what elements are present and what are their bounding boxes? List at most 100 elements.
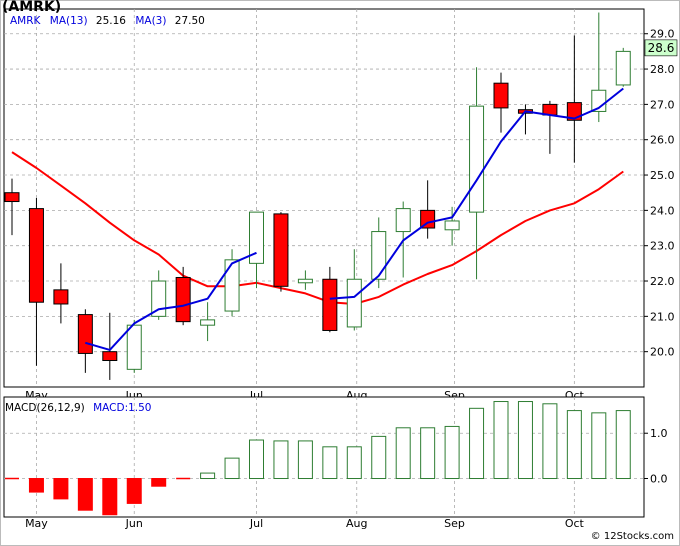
candle-body: [249, 211, 264, 264]
price-y-tick-label: 27.0: [650, 98, 675, 111]
price-y-axis: 20.0 21.0 22.0 23.0 24.0 25.0 26.0 27.0 28.0 29.0: [644, 28, 675, 359]
candle-up: [224, 249, 240, 317]
macd-bar: [395, 427, 411, 480]
macd-bar: [420, 427, 436, 480]
candle-body: [469, 105, 485, 213]
macd-bar: [517, 401, 533, 480]
macd-bar: [615, 410, 631, 480]
candle-body: [322, 278, 338, 331]
price-y-tick-label: 24.0: [650, 204, 675, 217]
last-price-label: 28.6: [648, 41, 675, 55]
legend-ma13-value: 25.16: [95, 15, 126, 27]
price-y-tick-label: 21.0: [650, 310, 675, 323]
macd-bar: [53, 478, 69, 500]
candle-body: [493, 82, 509, 109]
candle-up: [346, 249, 362, 331]
candle-body: [395, 208, 411, 233]
candle-body: [4, 192, 20, 203]
macd-bar: [249, 439, 264, 480]
candle-up: [615, 47, 631, 87]
macd-y-tick-label: 0.0: [650, 473, 668, 486]
candle-up: [126, 319, 142, 373]
macd-x-tick-label: Jun: [125, 517, 143, 530]
price-y-tick-label: 22.0: [650, 275, 675, 288]
price-legend: AMRK MA(13) 25.16 MA(3) 27.50: [10, 15, 205, 27]
macd-panel: 0.0 1.0 May Jun Jul Aug Sep Oct: [3, 396, 668, 530]
candle-down: [28, 198, 44, 366]
macd-bar: [346, 446, 362, 480]
candle-body: [200, 319, 216, 326]
candle-body: [444, 220, 460, 231]
macd-bars: [5, 401, 631, 516]
macd-x-tick-label: Aug: [346, 517, 367, 530]
price-y-tick-label: 26.0: [650, 134, 675, 147]
candle-body: [102, 351, 118, 362]
candle-body: [566, 102, 582, 121]
candle-down: [566, 35, 582, 163]
candle-body: [346, 278, 362, 328]
legend-ma3-label: MA(3): [135, 15, 167, 27]
ma13-path: [11, 151, 624, 305]
price-y-tick-label: 23.0: [650, 240, 675, 253]
ma3-path: [85, 87, 624, 351]
watermark: © 12Stocks.com: [590, 531, 674, 542]
candle-up: [249, 211, 264, 289]
legend-ma13-label: MA(13): [49, 15, 88, 27]
price-panel: 20.0 21.0 22.0 23.0 24.0 25.0 26.0 27.0 28.0 29.0…: [3, 8, 678, 402]
macd-x-axis: May Jun Jul Aug Sep Oct: [25, 517, 584, 530]
price-y-tick-label: 29.0: [650, 28, 675, 41]
macd-bar: [591, 412, 607, 480]
macd-x-tick-label: Jul: [249, 517, 263, 530]
ticker-title: (AMRK): [2, 0, 62, 15]
macd-legend: MACD(26,12,9) MACD:1.50: [5, 402, 152, 414]
candle-up: [444, 206, 460, 246]
macd-x-tick-label: Sep: [444, 517, 465, 530]
macd-x-tick-label: May: [25, 517, 48, 530]
candle-down: [322, 266, 338, 333]
candle-body: [273, 213, 289, 287]
candle-down: [493, 72, 509, 133]
price-y-tick-label: 28.0: [650, 63, 675, 76]
last-price-marker: 28.6: [644, 39, 678, 57]
candle-down: [102, 312, 118, 380]
macd-bar: [566, 410, 582, 480]
macd-legend-label: MACD(26,12,9): [5, 402, 85, 414]
candle-down: [4, 178, 20, 236]
candle-body: [297, 278, 313, 284]
macd-bar: [28, 478, 44, 493]
candle-body: [126, 324, 142, 370]
macd-bar: [322, 446, 338, 480]
macd-bar: [542, 403, 558, 480]
candle-up: [297, 270, 313, 290]
price-y-tick-label: 20.0: [650, 346, 675, 359]
candle-up: [200, 302, 216, 342]
macd-bar: [224, 457, 240, 480]
candle-body: [371, 231, 387, 280]
macd-legend-value: MACD:1.50: [93, 402, 152, 414]
macd-bar: [469, 407, 485, 480]
macd-bar: [444, 425, 460, 480]
macd-bar: [371, 435, 387, 480]
macd-bar: [297, 440, 313, 480]
ma13-line: [11, 151, 624, 305]
legend-ma3-value: 27.50: [174, 15, 205, 27]
legend-symbol: AMRK: [10, 15, 41, 27]
last-price-box: [644, 39, 678, 57]
macd-y-tick-label: 1.0: [650, 427, 668, 440]
macd-y-axis: 0.0 1.0: [644, 427, 668, 486]
candle-down: [53, 263, 69, 324]
candle-down: [175, 266, 191, 326]
macd-bar: [77, 478, 93, 511]
macd-x-tick-label: Oct: [565, 517, 585, 530]
candle-body: [77, 314, 93, 354]
candle-down: [420, 180, 436, 239]
candle-body: [53, 289, 69, 305]
macd-bar: [102, 478, 118, 516]
macd-bar: [200, 472, 216, 480]
candle-down: [273, 212, 289, 292]
macd-bar: [126, 478, 142, 504]
candle-body: [151, 280, 167, 317]
candle-body: [224, 259, 240, 312]
candle-body: [420, 209, 436, 229]
